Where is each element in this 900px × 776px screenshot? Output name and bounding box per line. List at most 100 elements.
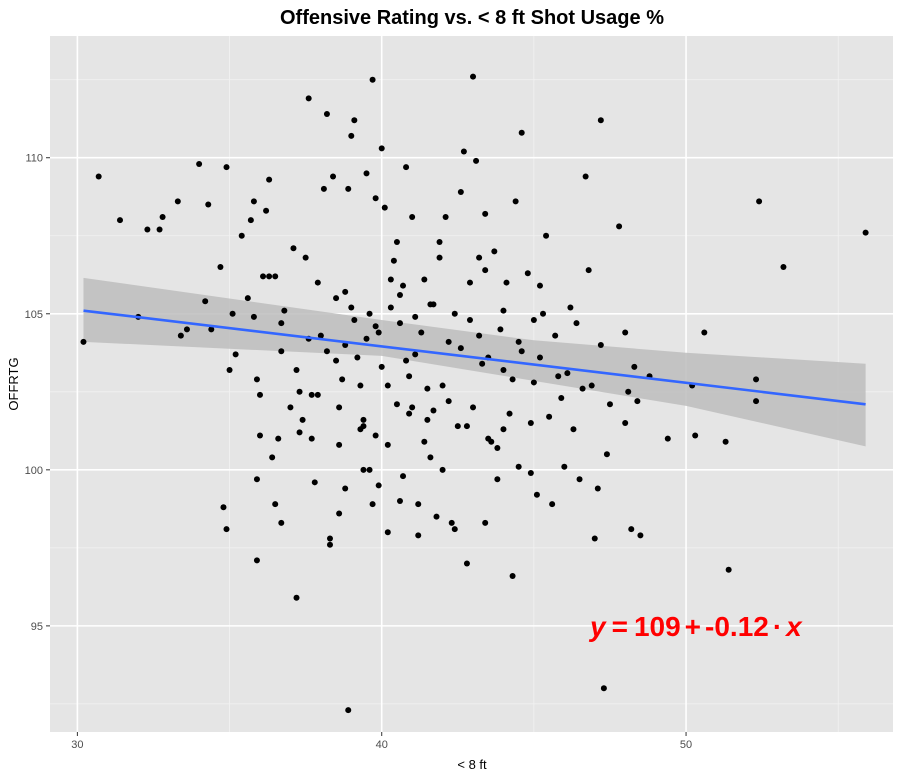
data-point — [536, 282, 543, 289]
data-point — [518, 129, 525, 136]
data-point — [546, 413, 553, 420]
x-axis-title: < 8 ft — [457, 757, 487, 772]
data-point — [457, 189, 464, 196]
data-point — [366, 310, 373, 317]
data-point — [393, 238, 400, 245]
data-point — [634, 398, 641, 405]
data-point — [308, 435, 315, 442]
data-point — [223, 526, 230, 533]
data-point — [448, 519, 455, 526]
data-point — [205, 201, 212, 208]
data-point — [454, 423, 461, 430]
data-point — [664, 435, 671, 442]
data-point — [260, 273, 267, 280]
data-point — [494, 444, 501, 451]
data-point — [862, 229, 869, 236]
data-point — [473, 157, 480, 164]
data-point — [756, 198, 763, 205]
regression-line-layer — [83, 309, 866, 406]
data-point — [208, 326, 215, 333]
data-point — [476, 332, 483, 339]
data-point — [375, 329, 382, 336]
data-point — [573, 320, 580, 327]
data-point — [357, 382, 364, 389]
data-point — [281, 307, 288, 314]
data-point — [470, 73, 477, 80]
data-points — [80, 73, 869, 714]
data-point — [585, 267, 592, 274]
data-point — [403, 357, 410, 364]
data-point — [183, 326, 190, 333]
data-point — [369, 76, 376, 83]
data-point — [512, 198, 519, 205]
data-point — [330, 173, 337, 180]
data-point — [460, 148, 467, 155]
data-point — [497, 326, 504, 333]
data-point — [293, 366, 300, 373]
data-point — [597, 117, 604, 124]
data-point — [482, 267, 489, 274]
data-point — [372, 195, 379, 202]
data-point — [582, 173, 589, 180]
data-point — [451, 526, 458, 533]
data-point — [482, 519, 489, 526]
data-point — [387, 276, 394, 283]
data-point — [622, 420, 629, 427]
axis-ticks: 30 40 50 95 100 105 110 — [25, 153, 693, 751]
equation-equals: = — [612, 611, 628, 642]
data-point — [381, 204, 388, 211]
data-point — [466, 317, 473, 324]
data-point — [470, 404, 477, 411]
data-point — [314, 391, 321, 398]
data-point — [156, 226, 163, 233]
data-point — [530, 317, 537, 324]
data-point — [275, 435, 282, 442]
data-point — [287, 404, 294, 411]
y-tick-label: 95 — [31, 621, 43, 633]
data-point — [524, 270, 531, 277]
data-point — [360, 416, 367, 423]
data-point — [144, 226, 151, 233]
data-point — [442, 214, 449, 221]
x-tick-label: 40 — [376, 739, 388, 751]
data-point — [445, 398, 452, 405]
data-point — [530, 379, 537, 386]
data-point — [509, 376, 516, 383]
data-point — [263, 207, 270, 214]
data-point — [345, 707, 352, 714]
data-point — [384, 382, 391, 389]
data-point — [253, 376, 260, 383]
data-point — [238, 232, 245, 239]
data-point — [217, 263, 224, 270]
data-point — [436, 254, 443, 261]
data-point — [588, 382, 595, 389]
data-point — [369, 501, 376, 508]
data-point — [457, 345, 464, 352]
data-point — [406, 373, 413, 380]
data-point — [393, 401, 400, 408]
data-point — [722, 438, 729, 445]
data-point — [348, 304, 355, 311]
data-point — [549, 501, 556, 508]
data-point — [527, 469, 534, 476]
equation-y: y — [588, 611, 607, 642]
data-point — [345, 185, 352, 192]
data-point — [552, 332, 559, 339]
data-point — [430, 407, 437, 414]
data-point — [527, 420, 534, 427]
data-point — [378, 145, 385, 152]
data-point — [515, 338, 522, 345]
data-point — [567, 304, 574, 311]
data-point — [439, 466, 446, 473]
data-point — [351, 117, 358, 124]
data-point — [360, 423, 367, 430]
data-point — [476, 254, 483, 261]
data-point — [269, 454, 276, 461]
data-point — [558, 395, 565, 402]
data-point — [396, 498, 403, 505]
data-point — [80, 338, 87, 345]
data-point — [463, 560, 470, 567]
data-point — [518, 348, 525, 355]
data-point — [561, 463, 568, 470]
data-point — [603, 451, 610, 458]
